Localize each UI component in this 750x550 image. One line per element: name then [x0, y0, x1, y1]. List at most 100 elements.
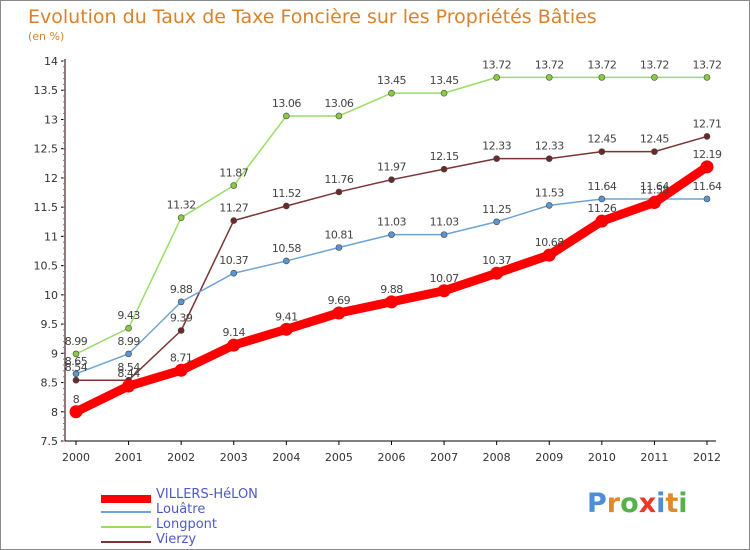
data-point: [647, 195, 661, 209]
x-tick-label: 2006: [378, 451, 406, 464]
data-label: 12.71: [693, 117, 722, 130]
chart-title: Evolution du Taux de Taxe Foncière sur l…: [28, 6, 597, 28]
x-tick-label: 2002: [167, 451, 195, 464]
data-point: [335, 244, 343, 251]
data-label: 11.03: [377, 216, 406, 229]
data-label: 13.72: [693, 58, 722, 71]
data-label: 9.41: [275, 310, 298, 323]
y-tick-label: 10.5: [34, 260, 59, 273]
data-point: [69, 405, 83, 419]
data-point: [283, 257, 290, 265]
logo-letter: i: [656, 488, 666, 519]
data-point: [542, 248, 556, 262]
data-label: 9.88: [380, 283, 403, 296]
data-label: 11.27: [219, 202, 248, 215]
y-tick-label: 9: [51, 347, 58, 360]
data-point: [700, 160, 714, 174]
data-label: 9.39: [170, 312, 193, 325]
data-label: 8.54: [65, 361, 88, 374]
data-label: 13.72: [640, 58, 669, 71]
data-label: 11.25: [482, 203, 511, 216]
data-point: [703, 74, 711, 81]
data-label: 11.03: [430, 216, 459, 229]
x-tick-label: 2010: [588, 451, 616, 464]
data-label: 11.64: [587, 180, 616, 193]
data-label: 8.54: [117, 361, 140, 374]
x-tick-label: 2007: [430, 451, 458, 464]
data-point: [493, 218, 500, 226]
data-point: [335, 188, 343, 196]
data-label: 13.06: [272, 97, 301, 110]
data-point: [72, 376, 80, 384]
data-point: [703, 133, 711, 140]
data-label: 11.53: [535, 186, 564, 199]
x-tick-label: 2005: [325, 451, 353, 464]
data-label: 9.14: [223, 326, 246, 339]
data-point: [493, 155, 500, 162]
chart-subtitle: (en %): [28, 30, 65, 43]
data-point: [177, 298, 185, 306]
data-label: 9.43: [117, 309, 140, 322]
x-tick-label: 2000: [62, 451, 90, 464]
data-point: [125, 350, 132, 358]
data-label: 10.58: [272, 242, 301, 255]
legend-swatch: [101, 495, 151, 503]
data-label: 8.99: [117, 335, 140, 348]
data-label: 8: [73, 393, 80, 406]
data-point: [651, 148, 658, 155]
data-point: [595, 214, 609, 228]
y-tick-label: 12.5: [34, 143, 59, 156]
data-label: 11.76: [324, 173, 353, 186]
data-label: 11.97: [377, 161, 406, 174]
logo-letter: t: [665, 488, 679, 519]
y-tick-label: 14: [44, 55, 58, 68]
data-label: 11.87: [219, 167, 248, 180]
legend-label: Vierzy: [156, 532, 197, 547]
logo-letter: P: [587, 488, 607, 519]
data-point: [388, 231, 395, 238]
logo-letter: i: [678, 488, 688, 519]
data-label: 11.26: [587, 202, 616, 215]
data-label: 11.32: [167, 199, 196, 212]
data-label: 12.33: [482, 140, 511, 153]
y-tick-label: 13: [44, 113, 58, 126]
data-label: 11.52: [272, 187, 301, 200]
x-tick-label: 2012: [693, 451, 721, 464]
data-label: 10.07: [430, 272, 459, 285]
data-point: [598, 148, 606, 155]
data-point: [72, 370, 80, 378]
data-label: 13.06: [324, 97, 353, 110]
data-label: 12.45: [587, 133, 616, 146]
legend-label: VILLERS-HéLON: [156, 487, 258, 502]
data-point: [335, 112, 343, 120]
data-point: [388, 176, 395, 183]
legend-label: Longpont: [156, 517, 218, 532]
data-label: 12.15: [430, 150, 459, 163]
data-point: [545, 74, 553, 81]
data-label: 10.37: [219, 254, 248, 267]
data-point: [440, 231, 448, 238]
data-point: [493, 74, 500, 81]
data-point: [598, 195, 606, 203]
y-tick-label: 13.5: [34, 84, 59, 97]
data-point: [545, 155, 553, 162]
y-tick-label: 9.5: [41, 318, 59, 331]
legend-swatch: [101, 511, 151, 513]
legend-swatch: [101, 541, 151, 543]
logo-letter: o: [620, 488, 639, 519]
x-tick-label: 2011: [640, 451, 668, 464]
data-label: 12.19: [693, 148, 722, 161]
data-label: 9.88: [170, 283, 193, 296]
data-label: 12.33: [535, 140, 564, 153]
data-point: [283, 202, 290, 210]
data-label: 13.72: [482, 58, 511, 71]
data-point: [651, 74, 658, 81]
data-label: 11.58: [640, 183, 669, 196]
x-tick-label: 2004: [272, 451, 300, 464]
y-tick-label: 11.5: [34, 201, 59, 214]
x-tick-label: 2008: [483, 451, 511, 464]
data-point: [230, 269, 238, 277]
x-tick-label: 2001: [115, 451, 143, 464]
data-point: [125, 324, 132, 332]
